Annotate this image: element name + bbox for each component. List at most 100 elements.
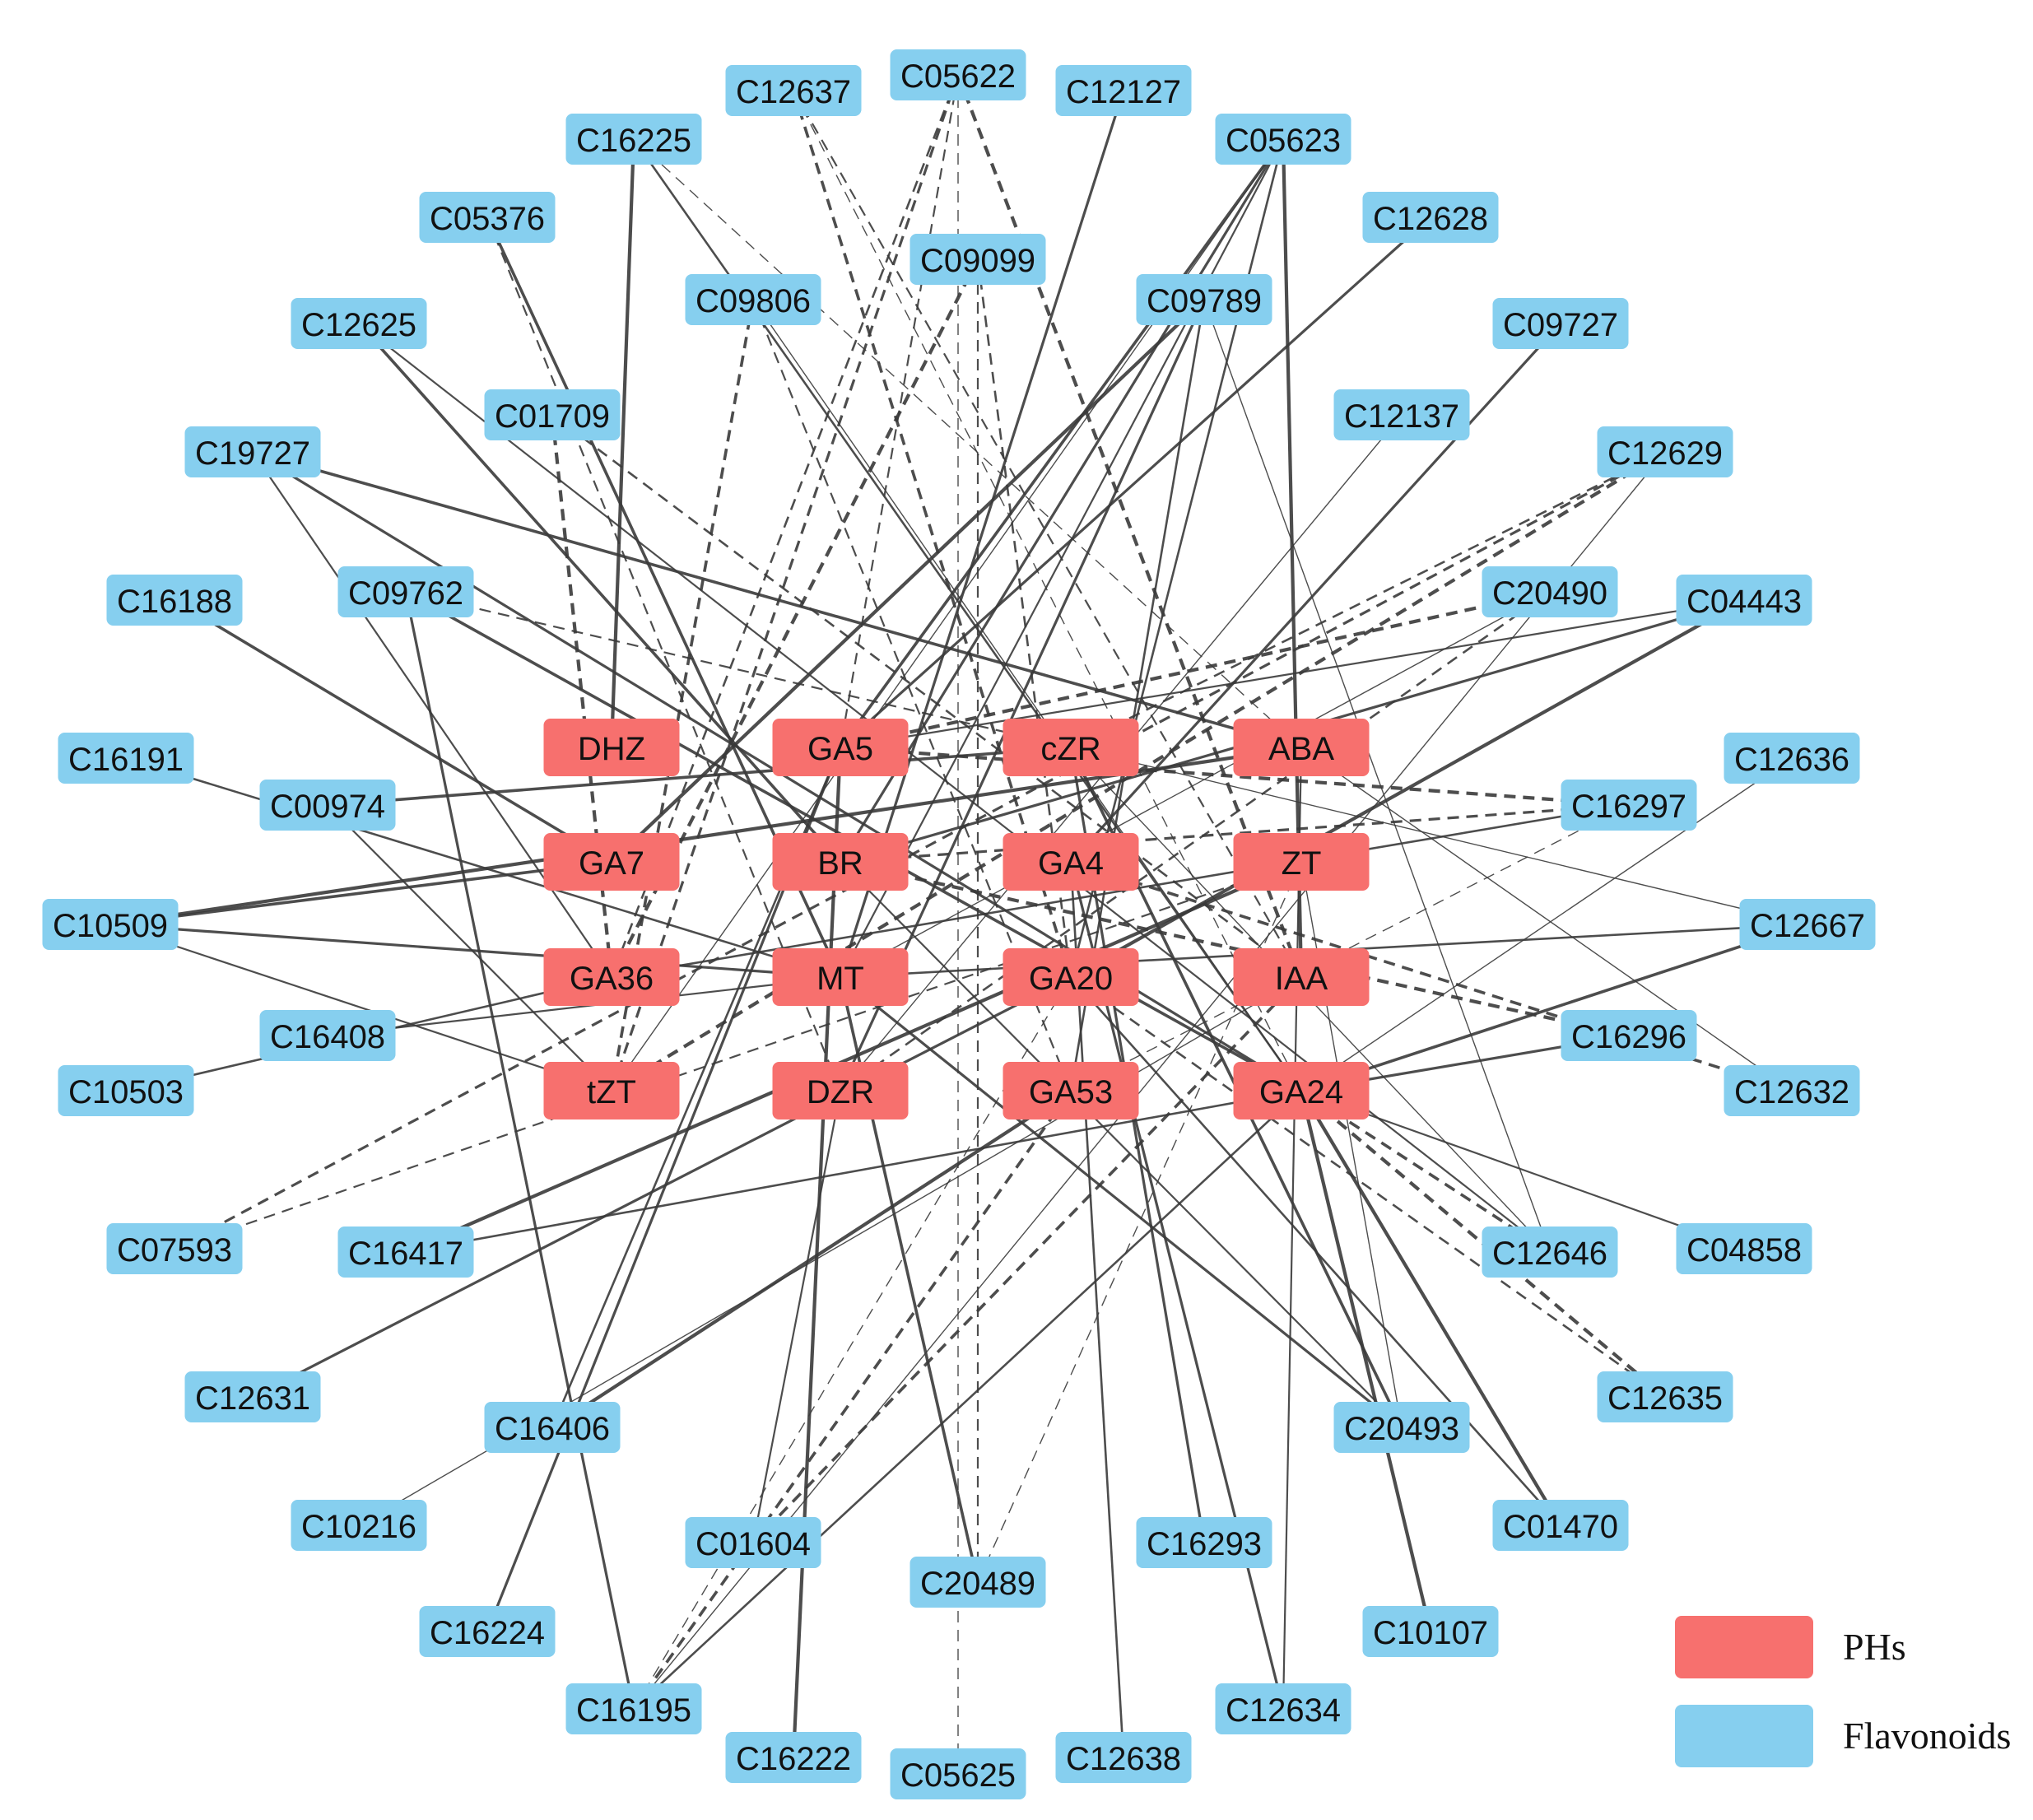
ph-node-DZR[interactable]: DZR [772,1062,909,1119]
node-label: C01709 [495,398,610,435]
edge-C12667-cZR [1070,747,1808,925]
node-box [1676,1223,1812,1274]
flavonoid-node-C12638[interactable]: C12638 [1055,1732,1192,1783]
ph-node-tZT[interactable]: tZT [543,1062,680,1119]
node-box [337,1227,474,1278]
flavonoid-node-C09789[interactable]: C09789 [1136,274,1272,325]
flavonoid-node-C12632[interactable]: C12632 [1724,1065,1860,1116]
edge-C09789-C12646 [1203,299,1551,1253]
flavonoid-node-C01470[interactable]: C01470 [1492,1500,1629,1551]
ph-node-ZT[interactable]: ZT [1233,833,1370,891]
flavonoid-node-C09806[interactable]: C09806 [685,274,821,325]
flavonoid-node-C05376[interactable]: C05376 [419,192,556,243]
ph-node-GA53[interactable]: GA53 [1003,1062,1139,1119]
flavonoid-node-C12631[interactable]: C12631 [184,1371,321,1422]
flavonoid-node-C12127[interactable]: C12127 [1055,65,1192,116]
flavonoid-node-C01709[interactable]: C01709 [484,389,621,440]
flavonoid-node-C04443[interactable]: C04443 [1676,575,1812,626]
flavonoid-node-C20489[interactable]: C20489 [910,1557,1046,1608]
node-label: GA53 [1029,1074,1113,1110]
node-label: BR [817,845,863,882]
flavonoid-node-C12634[interactable]: C12634 [1215,1683,1351,1734]
flavonoid-node-C09762[interactable]: C09762 [337,566,474,617]
flavonoid-node-C05622[interactable]: C05622 [890,49,1026,100]
node-label: C20489 [920,1566,1035,1602]
flavonoid-node-C16293[interactable]: C16293 [1136,1517,1272,1568]
node-label: GA20 [1029,961,1113,997]
flavonoid-node-C12625[interactable]: C12625 [291,298,427,349]
ph-node-DHZ[interactable]: DHZ [543,719,680,776]
ph-node-IAA[interactable]: IAA [1233,948,1370,1006]
flavonoid-node-C12646[interactable]: C12646 [1482,1227,1618,1278]
flavonoid-node-C20493[interactable]: C20493 [1333,1402,1470,1453]
ph-node-cZR[interactable]: cZR [1003,719,1139,776]
node-box [1492,1500,1629,1551]
flavonoid-node-C16296[interactable]: C16296 [1561,1010,1697,1061]
node-label: ABA [1268,731,1334,767]
edge-C09762-C16195 [404,591,635,1710]
flavonoid-node-C12636[interactable]: C12636 [1724,733,1860,784]
node-label: C05376 [430,201,545,237]
flavonoid-node-C16222[interactable]: C16222 [725,1732,862,1783]
flavonoid-node-C16417[interactable]: C16417 [337,1227,474,1278]
edge-C16417-GA24 [405,1089,1302,1254]
ph-node-ABA[interactable]: ABA [1233,719,1370,776]
flavonoid-node-C10503[interactable]: C10503 [58,1065,194,1116]
ph-node-MT[interactable]: MT [772,948,909,1006]
node-box [1003,719,1139,776]
node-label: C12636 [1734,742,1849,778]
flavonoid-node-C05625[interactable]: C05625 [890,1748,1026,1799]
node-box [184,1371,321,1422]
flavonoid-node-C12629[interactable]: C12629 [1597,426,1733,477]
flavonoid-node-C16191[interactable]: C16191 [58,733,194,784]
node-box [1136,1517,1272,1568]
node-label: C09762 [348,575,463,612]
node-box [1003,948,1139,1006]
ph-node-GA20[interactable]: GA20 [1003,948,1139,1006]
node-box [1724,1065,1860,1116]
ph-node-BR[interactable]: BR [772,833,909,891]
node-box [565,114,702,165]
edge-C12634-ABA [1282,747,1303,1710]
flavonoid-node-C16297[interactable]: C16297 [1561,780,1697,831]
flavonoid-node-C16225[interactable]: C16225 [565,114,702,165]
ph-node-GA5[interactable]: GA5 [772,719,909,776]
edge-C16195-GA53 [632,1089,1072,1711]
flavonoid-node-C10107[interactable]: C10107 [1362,1606,1499,1657]
flavonoid-node-C16408[interactable]: C16408 [259,1010,396,1061]
node-label: GA36 [570,961,654,997]
ph-node-GA7[interactable]: GA7 [543,833,680,891]
ph-node-GA4[interactable]: GA4 [1003,833,1139,891]
node-box [1362,1606,1499,1657]
ph-node-GA24[interactable]: GA24 [1233,1062,1370,1119]
node-label: C20493 [1344,1411,1459,1447]
flavonoid-node-C12667[interactable]: C12667 [1739,899,1876,950]
flavonoid-node-C16188[interactable]: C16188 [106,575,243,626]
node-label: C12667 [1750,908,1865,944]
flavonoid-node-C09099[interactable]: C09099 [910,234,1046,285]
flavonoid-node-C12635[interactable]: C12635 [1597,1371,1733,1422]
flavonoid-node-C07593[interactable]: C07593 [106,1223,243,1274]
flavonoid-node-C10216[interactable]: C10216 [291,1500,427,1551]
flavonoid-node-C10509[interactable]: C10509 [42,899,179,950]
flavonoid-node-C01604[interactable]: C01604 [685,1517,821,1568]
node-box [772,1062,909,1119]
node-label: C12631 [195,1380,310,1417]
flavonoid-node-C04858[interactable]: C04858 [1676,1223,1812,1274]
edge-C12637-GA24 [793,90,1302,1092]
ph-node-GA36[interactable]: GA36 [543,948,680,1006]
flavonoid-node-C12628[interactable]: C12628 [1362,192,1499,243]
flavonoid-node-C05623[interactable]: C05623 [1215,114,1351,165]
flavonoid-node-C16195[interactable]: C16195 [565,1683,702,1734]
node-label: C05623 [1226,123,1341,159]
node-label: C12646 [1492,1236,1607,1272]
flavonoid-node-C09727[interactable]: C09727 [1492,298,1629,349]
flavonoid-node-C00974[interactable]: C00974 [259,780,396,831]
flavonoid-node-C16224[interactable]: C16224 [419,1606,556,1657]
flavonoid-node-C19727[interactable]: C19727 [184,426,321,477]
flavonoid-node-C20490[interactable]: C20490 [1482,566,1618,617]
flavonoid-node-C12637[interactable]: C12637 [725,65,862,116]
flavonoid-node-C12137[interactable]: C12137 [1333,389,1470,440]
flavonoid-node-C16406[interactable]: C16406 [484,1402,621,1453]
edge-C05622-tZT [610,74,960,1092]
